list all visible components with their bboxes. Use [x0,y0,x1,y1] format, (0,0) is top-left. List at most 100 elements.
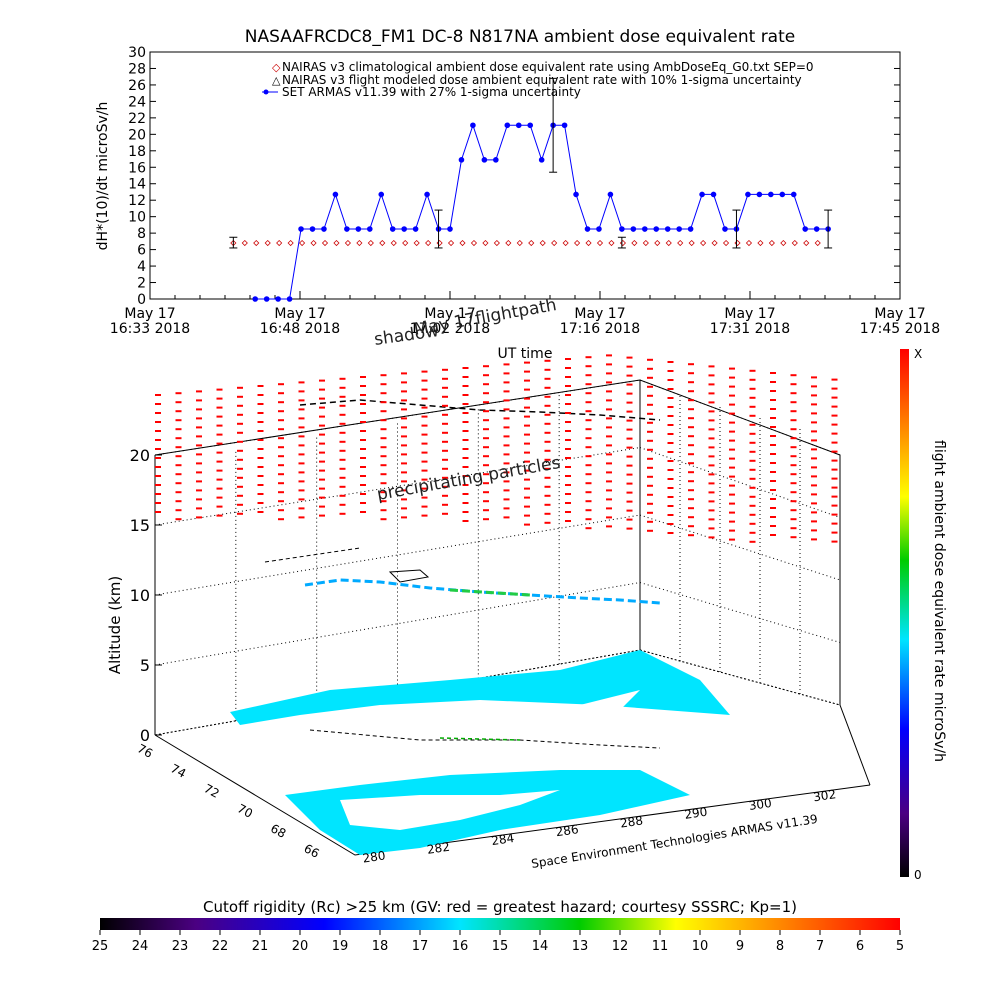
nairas-point [333,239,340,247]
cutoff-tick-label: 7 [816,939,824,954]
y-tick-label: 12 [128,193,146,209]
flightpath-ground-shadow-green [439,737,521,741]
nairas-point [688,239,695,247]
cutoff-tick-label: 17 [412,939,429,954]
armas-line [255,123,829,300]
y-tick-label: 0 [137,292,146,308]
armas-point [676,226,682,232]
armas-point [424,191,430,198]
legend-marker-nairas-clim: ◇ [272,61,281,74]
nairas-point [619,239,626,247]
x-tick-label-time: 16:48 2018 [260,321,340,337]
armas-point [493,157,499,163]
cutoff-tick-label: 6 [856,939,864,954]
nairas-point [459,239,466,247]
nairas-point [539,239,546,247]
cutoff-colorbar-ticks: 25 24 23 22 21 20 19 18 17 16 15 14 13 12 11 10 9 8 7 6 5 [92,930,904,954]
nairas-point [390,239,397,247]
nairas-point [803,239,810,247]
precipitating-particles [155,354,838,543]
rigidity-patch-back [230,650,730,725]
latitude-ticks: 76 74 72 70 68 66 [135,741,322,861]
x-tick-label-date: May 17 [424,306,475,322]
armas-point [481,157,488,163]
armas-point [630,226,637,232]
armas-point [664,226,671,232]
flightpath-projection-line [264,547,361,563]
nairas-point [642,239,649,247]
colorbar-label: flight ambient dose equivalent rate micr… [931,440,947,762]
nairas-point [574,239,581,247]
cutoff-rigidity-colorbar: Cutoff rigidity (Rc) >25 km (GV: red = g… [92,898,904,954]
nairas-point [814,239,821,247]
dose-rate-colorbar: X 0 flight ambient dose equivalent rate … [900,347,947,882]
armas-point [584,226,591,232]
armas-point [275,296,281,302]
y-tick-label: 26 [128,78,146,94]
z-grid-right [639,649,841,706]
longitude-tick-label: 286 [555,822,580,839]
armas-series-line [255,123,829,300]
armas-point [470,122,476,129]
x-tick-label-time: 16:33 2018 [110,321,190,337]
armas-point [298,226,304,232]
y-axis-label: dH*(10)/dt microSv/h [95,102,111,251]
dose-rate-chart: NASAAFRCDC8_FM1 DC-8 N817NA ambient dose… [95,27,940,362]
armas-point [653,226,660,232]
armas-point [768,191,774,198]
armas-point [596,226,602,232]
armas-point [710,191,717,198]
legend-marker-nairas-flight: △ [272,74,281,87]
y-tick-label: 30 [128,45,146,61]
armas-point [756,191,763,198]
z-grid-right [639,582,841,643]
cutoff-tick-label: 15 [492,939,509,954]
x-tick-label-date: May 17 [874,306,925,322]
nairas-point [700,239,707,247]
nairas-point [299,239,306,247]
x-tick-label-time: 17:16 2018 [560,321,640,337]
nairas-point [665,239,672,247]
nairas-point [780,239,787,247]
longitude-tick-label: 290 [684,805,709,822]
z-grid-left [154,514,641,596]
nairas-point [447,239,455,247]
y-tick-label: 16 [128,160,146,176]
latitude-tick-label: 66 [302,841,322,861]
cutoff-tick-label: 12 [612,939,629,954]
y-tick-label: 24 [128,94,146,110]
cutoff-tick-label: 9 [736,939,744,954]
longitude-tick-label: 284 [490,831,515,848]
y-tick-label: 20 [128,127,146,143]
rigidity-gap-front [340,790,560,830]
latitude-tick-label: 72 [202,781,222,801]
z-tick-label: 10 [130,586,150,605]
armas-point [722,226,728,232]
dose-rate-colorbar-gradient [900,349,909,877]
armas-point [790,191,797,198]
armas-point [515,122,522,129]
nairas-point [585,239,592,247]
cutoff-colorbar-title: Cutoff rigidity (Rc) >25 km (GV: red = g… [203,898,797,916]
credit-label: Space Environment Technologies ARMAS v11… [530,812,818,871]
flightpath-loop-marker [388,569,430,583]
y-tick-label: 18 [128,144,146,160]
z-tick-label: 0 [140,726,150,745]
y-tick-label: 4 [137,259,146,275]
flightpath-altitude-green [449,588,531,597]
z-grid-right [639,447,841,518]
armas-point [779,191,786,198]
y-tick-label: 10 [128,210,146,226]
y-tick-label: 28 [128,61,146,77]
armas-point [527,122,534,129]
cutoff-tick-label: 8 [776,939,784,954]
armas-point [619,226,625,232]
cutoff-colorbar-gradient [100,918,900,930]
armas-point [447,226,453,232]
y-tick-label: 14 [128,177,146,193]
cutoff-tick-label: 22 [212,939,229,954]
